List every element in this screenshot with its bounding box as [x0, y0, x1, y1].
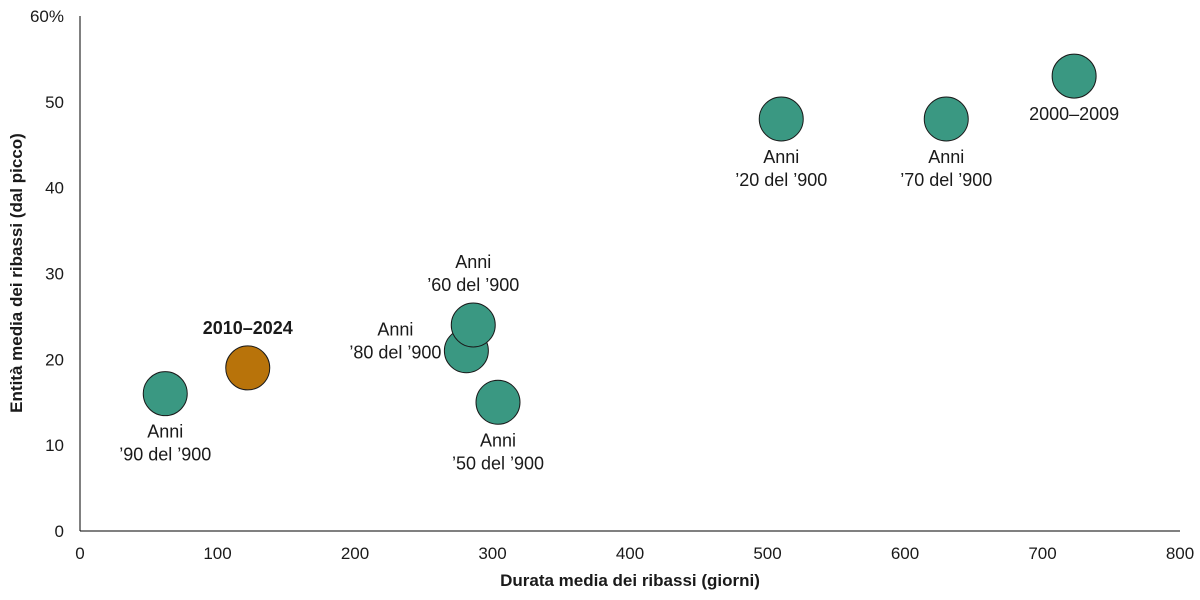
y-tick-label: 20 — [45, 350, 64, 369]
y-tick-label: 0 — [55, 522, 64, 541]
x-tick-label: 100 — [203, 544, 231, 563]
data-point-label: ’20 del ’900 — [735, 170, 827, 190]
y-tick-label: 50 — [45, 93, 64, 112]
data-point — [1051, 53, 1097, 99]
x-tick-label: 600 — [891, 544, 919, 563]
y-tick-label: 40 — [45, 179, 64, 198]
data-point-label: Anni — [480, 430, 516, 450]
data-point-label: ’90 del ’900 — [119, 445, 211, 465]
data-point — [225, 345, 271, 391]
y-axis-title: Entità media dei ribassi (dal picco) — [7, 133, 26, 413]
data-point — [475, 379, 521, 425]
x-tick-label: 700 — [1028, 544, 1056, 563]
data-point-label: Anni — [377, 319, 413, 339]
data-point — [923, 96, 969, 142]
data-point — [142, 371, 188, 417]
data-point — [450, 302, 496, 348]
x-tick-label: 400 — [616, 544, 644, 563]
data-point-label: ’60 del ’900 — [427, 275, 519, 295]
data-point-label: Anni — [147, 422, 183, 442]
data-point-label: ’80 del ’900 — [349, 342, 441, 362]
data-point-label: Anni — [455, 252, 491, 272]
data-point-label: 2000–2009 — [1029, 104, 1119, 124]
data-point-label: 2010–2024 — [203, 318, 293, 338]
x-tick-label: 800 — [1166, 544, 1194, 563]
x-tick-label: 500 — [753, 544, 781, 563]
y-tick-label: 30 — [45, 265, 64, 284]
y-tick-label: 60% — [30, 7, 64, 26]
y-tick-label: 10 — [45, 436, 64, 455]
data-point-label: Anni — [763, 147, 799, 167]
x-tick-label: 0 — [75, 544, 84, 563]
x-axis-title: Durata media dei ribassi (giorni) — [500, 571, 760, 590]
data-point-label: ’70 del ’900 — [900, 170, 992, 190]
x-tick-label: 200 — [341, 544, 369, 563]
x-tick-label: 300 — [478, 544, 506, 563]
data-point — [758, 96, 804, 142]
data-point-label: Anni — [928, 147, 964, 167]
data-point-label: ’50 del ’900 — [452, 453, 544, 473]
